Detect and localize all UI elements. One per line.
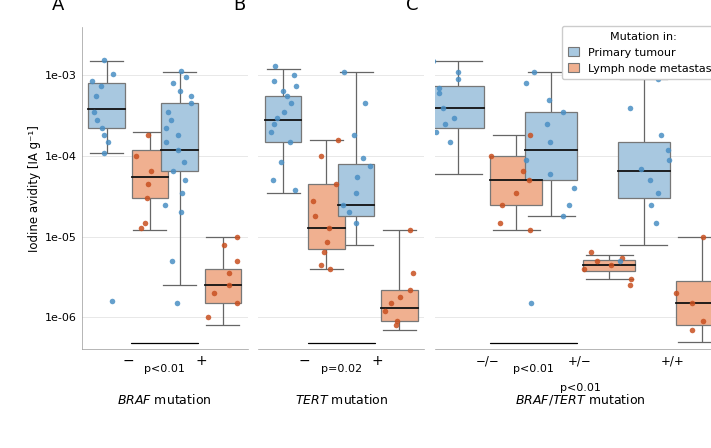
Bar (205, 269, 241, 303)
X-axis label: $BRAF/TERT$ mutation: $BRAF/TERT$ mutation (515, 392, 646, 407)
Bar (583, 259, 635, 271)
Text: p<0.01: p<0.01 (560, 383, 601, 393)
Bar (490, 156, 542, 205)
Bar (432, 86, 484, 129)
Text: A: A (52, 0, 64, 14)
Bar (525, 112, 577, 181)
Bar (132, 150, 168, 198)
Bar (265, 96, 301, 142)
Legend: Primary tumour, Lymph node metastasis: Primary tumour, Lymph node metastasis (562, 26, 711, 79)
X-axis label: $BRAF$ mutation: $BRAF$ mutation (117, 393, 212, 407)
Bar (381, 290, 417, 321)
Bar (676, 281, 711, 325)
X-axis label: $TERT$ mutation: $TERT$ mutation (294, 393, 388, 407)
Text: B: B (233, 0, 246, 14)
Bar (338, 164, 375, 216)
Text: p=0.02: p=0.02 (321, 364, 362, 374)
Bar (308, 184, 345, 249)
Y-axis label: Iodine avidity [IA g⁻¹]: Iodine avidity [IA g⁻¹] (28, 125, 41, 252)
Text: C: C (406, 0, 418, 14)
Text: p<0.01: p<0.01 (144, 364, 185, 374)
Bar (618, 142, 670, 198)
Text: p<0.01: p<0.01 (513, 364, 554, 374)
Bar (88, 83, 125, 129)
Bar (161, 103, 198, 171)
